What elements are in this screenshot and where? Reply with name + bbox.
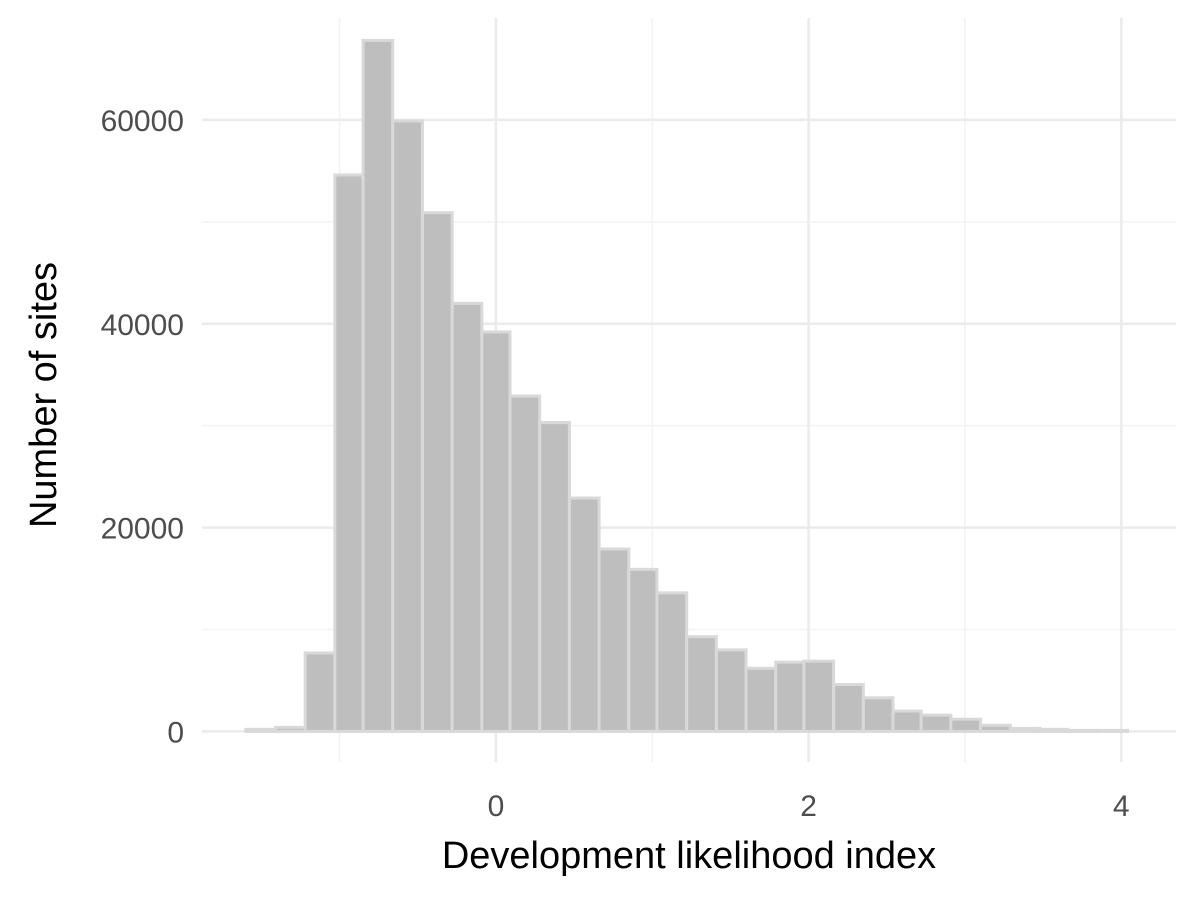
y-tick-label: 60000 xyxy=(101,105,184,138)
y-axis-tick-labels: 0 20000 40000 60000 xyxy=(101,105,184,750)
histogram-bar xyxy=(1008,726,1042,733)
histogram-bar xyxy=(979,723,1012,733)
histogram-bar xyxy=(420,211,454,733)
histogram-bar xyxy=(567,496,601,733)
histogram-bar xyxy=(744,666,778,733)
histogram-bar xyxy=(1066,728,1100,733)
histogram-bar xyxy=(802,659,836,733)
histogram-bar xyxy=(891,709,923,733)
histogram-bar xyxy=(273,725,307,733)
histogram-bars xyxy=(244,38,1130,733)
histogram-bar xyxy=(774,660,806,733)
histogram-bar xyxy=(450,301,484,733)
x-axis-title: Development likelihood index xyxy=(442,835,936,877)
histogram-bar xyxy=(480,330,512,733)
histogram-bar xyxy=(919,713,953,733)
histogram-bar xyxy=(655,591,689,733)
x-tick-label: 2 xyxy=(800,790,817,823)
histogram-bar xyxy=(361,38,395,733)
histogram-bar xyxy=(861,696,895,733)
histogram-bar xyxy=(1096,728,1130,733)
histogram-bar xyxy=(597,547,631,733)
histogram-bar xyxy=(949,717,983,733)
x-tick-label: 4 xyxy=(1113,790,1130,823)
histogram-bar xyxy=(685,635,718,733)
y-tick-label: 0 xyxy=(167,716,184,749)
x-axis-tick-labels: 0 2 4 xyxy=(488,790,1130,823)
y-tick-label: 20000 xyxy=(101,513,184,546)
histogram-bar xyxy=(1038,727,1070,733)
histogram-bar xyxy=(714,648,748,733)
histogram-bar xyxy=(333,173,365,733)
histogram-bar xyxy=(508,394,542,733)
histogram-bar xyxy=(244,727,277,733)
histogram-bar xyxy=(627,567,659,733)
histogram-bar xyxy=(538,421,571,733)
histogram-bar xyxy=(303,651,337,733)
x-tick-label: 0 xyxy=(488,790,505,823)
histogram-bar xyxy=(832,683,865,733)
y-axis-title: Number of sites xyxy=(23,262,65,528)
y-tick-label: 40000 xyxy=(101,309,184,342)
histogram-bar xyxy=(391,119,424,733)
